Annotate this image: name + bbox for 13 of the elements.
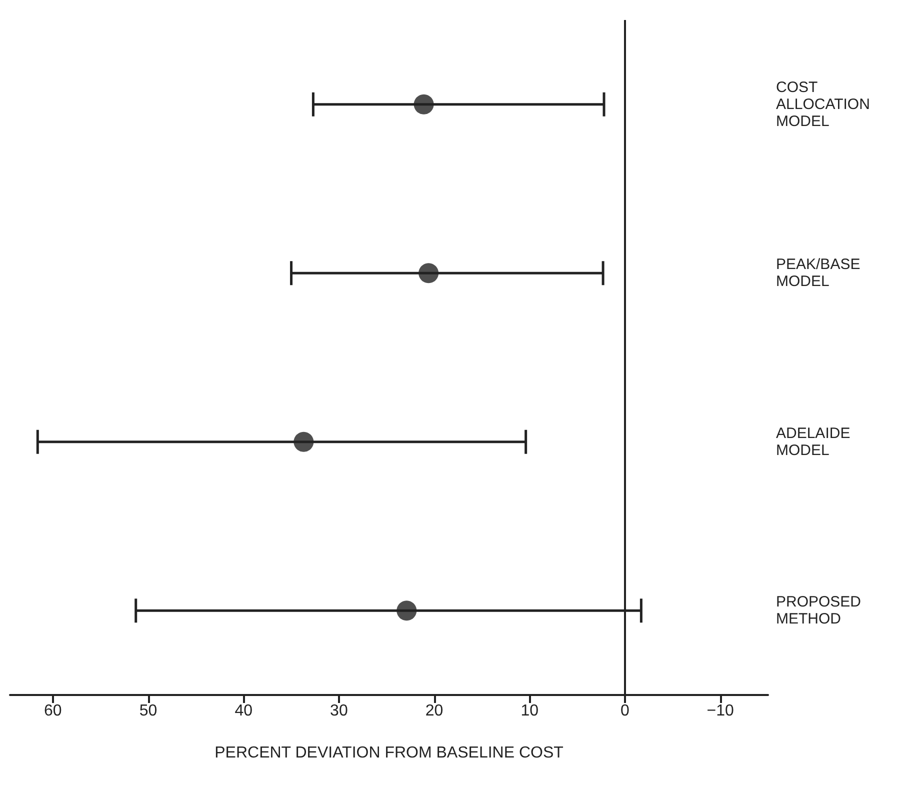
x-tick-label: 50 <box>139 702 158 720</box>
y-tick-label: ADELAIDE MODEL <box>776 424 854 459</box>
x-axis-title: PERCENT DEVIATION FROM BASELINE COST <box>214 744 564 762</box>
x-tick-label: 20 <box>425 702 444 720</box>
x-tick-label: 30 <box>330 702 348 720</box>
x-tick-label: 0 <box>620 702 630 720</box>
x-tick-label: 10 <box>520 702 539 720</box>
y-tick-label: COST ALLOCATION MODEL <box>776 78 874 130</box>
x-tick-label: 40 <box>234 702 253 720</box>
x-tick-label: −10 <box>706 702 734 720</box>
y-tick-label: PEAK/BASE MODEL <box>776 256 864 290</box>
x-tick-label: 60 <box>44 702 62 720</box>
y-tick-label: PROPOSED METHOD <box>776 594 866 628</box>
